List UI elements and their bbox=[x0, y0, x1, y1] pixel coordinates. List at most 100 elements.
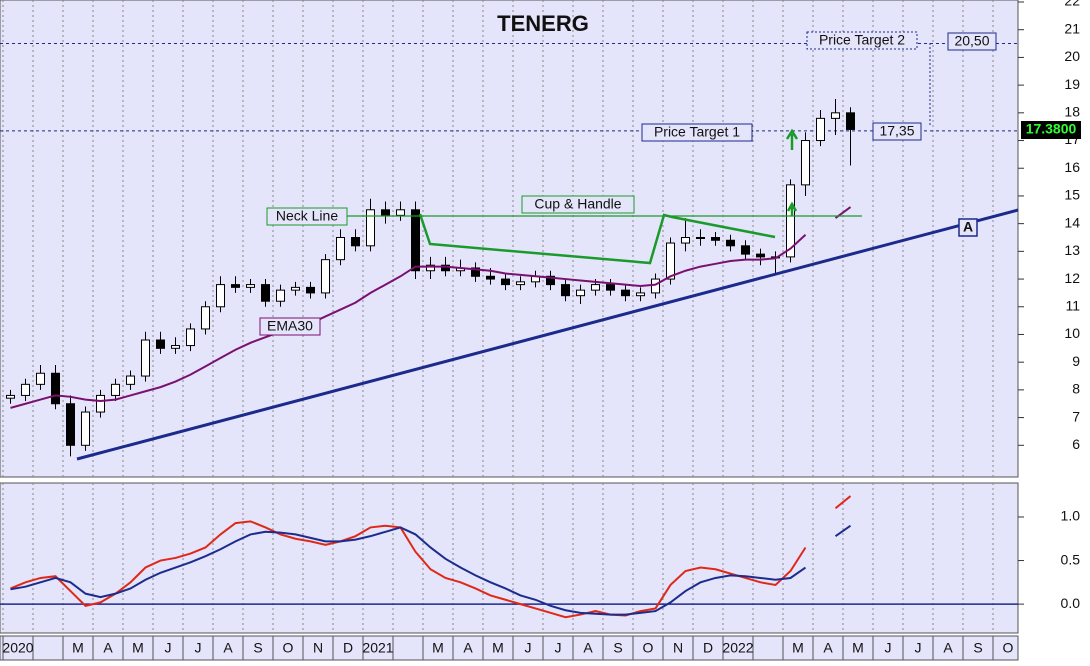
x-tick-label: J bbox=[195, 640, 202, 656]
x-tick-label: J bbox=[165, 640, 172, 656]
candle-body bbox=[36, 372, 45, 385]
x-tick-label: O bbox=[643, 640, 654, 656]
candle-body bbox=[351, 237, 360, 247]
pattern-box bbox=[521, 195, 635, 214]
candle-body bbox=[471, 267, 480, 277]
candle-body bbox=[186, 328, 195, 347]
candle-body bbox=[366, 209, 375, 247]
candle-body bbox=[621, 289, 630, 297]
candle-body bbox=[591, 284, 600, 291]
ema-legend-box bbox=[259, 317, 321, 336]
x-tick-label: O bbox=[283, 640, 294, 656]
candle-body bbox=[411, 209, 420, 272]
y-tick-label: 0.0 bbox=[1061, 595, 1081, 611]
candle-body bbox=[276, 289, 285, 302]
candle-body bbox=[396, 209, 405, 216]
x-tick-label: N bbox=[673, 640, 683, 656]
neck-line-label: Neck Line bbox=[276, 208, 338, 224]
candle-body bbox=[246, 284, 255, 288]
trend-line-label: A bbox=[963, 219, 973, 235]
candle-body bbox=[606, 284, 615, 291]
candle-body bbox=[726, 239, 735, 247]
candle-body bbox=[156, 339, 165, 349]
candle-body bbox=[741, 245, 750, 255]
y-tick-label: 20 bbox=[1064, 48, 1080, 64]
x-tick-label: J bbox=[555, 640, 562, 656]
x-tick-label: A bbox=[823, 640, 833, 656]
target-1-box bbox=[641, 123, 753, 142]
target-1-label: Price Target 1 bbox=[654, 124, 740, 140]
candle-body bbox=[21, 383, 30, 396]
candle-body bbox=[651, 278, 660, 294]
x-tick-label: 2020 bbox=[2, 640, 33, 656]
candle-body bbox=[846, 112, 855, 130]
candle-body bbox=[231, 284, 240, 288]
x-tick-label: A bbox=[103, 640, 113, 656]
y-tick-label: 11 bbox=[1065, 297, 1080, 313]
candle-body bbox=[711, 237, 720, 241]
candle-body bbox=[111, 383, 120, 396]
candle-body bbox=[291, 286, 300, 291]
target-2-price: 20,50 bbox=[954, 33, 989, 49]
x-tick-label: O bbox=[1003, 640, 1014, 656]
last-price-label: 17.3800 bbox=[1026, 121, 1077, 137]
target-1-price-box bbox=[872, 122, 922, 141]
trend-line bbox=[76, 208, 1019, 461]
x-tick-label: M bbox=[72, 640, 84, 656]
candle-body bbox=[816, 117, 825, 142]
target-2-label: Price Target 2 bbox=[819, 32, 905, 48]
candle-body bbox=[441, 264, 450, 272]
y-tick-label: 9 bbox=[1072, 353, 1080, 369]
y-tick-label: 10 bbox=[1064, 325, 1080, 341]
last-price-box bbox=[1021, 121, 1081, 140]
candle-body bbox=[201, 306, 210, 330]
target-2-price-box bbox=[947, 32, 997, 51]
x-tick-label: M bbox=[492, 640, 504, 656]
y-tick-label: 13 bbox=[1064, 242, 1080, 258]
y-tick-label: 18 bbox=[1064, 104, 1080, 120]
x-tick-label: D bbox=[343, 640, 353, 656]
y-tick-label: 1.0 bbox=[1061, 508, 1081, 524]
candle-body bbox=[306, 286, 315, 294]
candle-body bbox=[381, 209, 390, 216]
x-tick-label: A bbox=[583, 640, 593, 656]
y-tick-label: 14 bbox=[1064, 214, 1080, 230]
candle-body bbox=[171, 345, 180, 349]
y-tick-label: 6 bbox=[1072, 436, 1080, 452]
candle-body bbox=[786, 184, 795, 258]
candle-body bbox=[6, 394, 15, 399]
neck-line-box bbox=[266, 207, 348, 226]
x-tick-label: A bbox=[223, 640, 233, 656]
candle-body bbox=[756, 253, 765, 258]
x-tick-label: S bbox=[253, 640, 262, 656]
chart-title: TENERG bbox=[497, 11, 589, 36]
candle-body bbox=[576, 289, 585, 297]
candle-body bbox=[486, 275, 495, 280]
candle-body bbox=[801, 140, 810, 186]
x-tick-label: 2022 bbox=[722, 640, 753, 656]
candle-body bbox=[261, 284, 270, 302]
series-line bbox=[10, 495, 852, 619]
y-tick-label: 15 bbox=[1064, 187, 1080, 203]
candle-body bbox=[681, 237, 690, 244]
candle-body bbox=[516, 281, 525, 286]
x-tick-label: J bbox=[885, 640, 892, 656]
candle-body bbox=[696, 237, 705, 239]
candle-body bbox=[216, 284, 225, 308]
target-2-box bbox=[806, 31, 918, 50]
y-tick-label: 21 bbox=[1064, 20, 1080, 36]
ema-legend: EMA30 bbox=[267, 318, 313, 334]
candle-body bbox=[81, 411, 90, 446]
x-tick-label: 2021 bbox=[362, 640, 393, 656]
x-tick-label: J bbox=[525, 640, 532, 656]
y-tick-label: 19 bbox=[1064, 76, 1080, 92]
candle-body bbox=[126, 375, 135, 385]
y-tick-label: 7 bbox=[1072, 408, 1080, 424]
series-line bbox=[10, 524, 852, 616]
x-tick-label: A bbox=[463, 640, 473, 656]
x-tick-label: A bbox=[943, 640, 953, 656]
x-tick-label: S bbox=[973, 640, 982, 656]
trend-line-box bbox=[958, 218, 978, 237]
candle-body bbox=[51, 372, 60, 405]
